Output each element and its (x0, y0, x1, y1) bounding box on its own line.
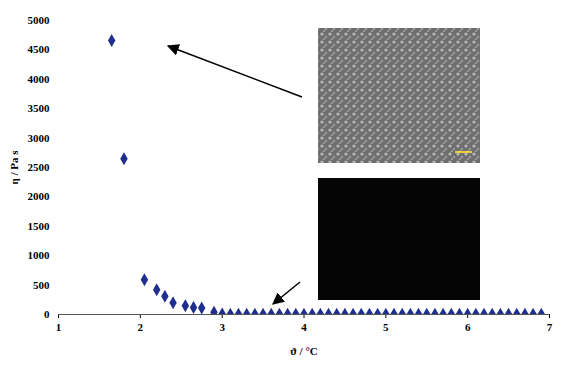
svg-text:3: 3 (219, 321, 225, 333)
svg-text:2: 2 (138, 321, 144, 333)
svg-text:4: 4 (301, 321, 307, 333)
svg-text:5000: 5000 (28, 14, 51, 26)
svg-text:2000: 2000 (28, 190, 51, 202)
svg-text:5: 5 (383, 321, 389, 333)
svg-text:4500: 4500 (28, 43, 51, 55)
svg-text:η / Pa s: η / Pa s (8, 150, 20, 185)
svg-text:1: 1 (56, 321, 62, 333)
svg-text:3500: 3500 (28, 102, 51, 114)
svg-text:1500: 1500 (28, 220, 51, 232)
svg-text:ϑ / °C: ϑ / °C (290, 345, 318, 357)
svg-text:0: 0 (44, 308, 50, 320)
svg-text:1000: 1000 (28, 249, 51, 261)
svg-text:4000: 4000 (28, 73, 51, 85)
svg-text:6: 6 (465, 321, 471, 333)
svg-text:3000: 3000 (28, 132, 51, 144)
svg-text:7: 7 (547, 321, 553, 333)
svg-text:2500: 2500 (28, 161, 51, 173)
svg-text:500: 500 (33, 279, 50, 291)
